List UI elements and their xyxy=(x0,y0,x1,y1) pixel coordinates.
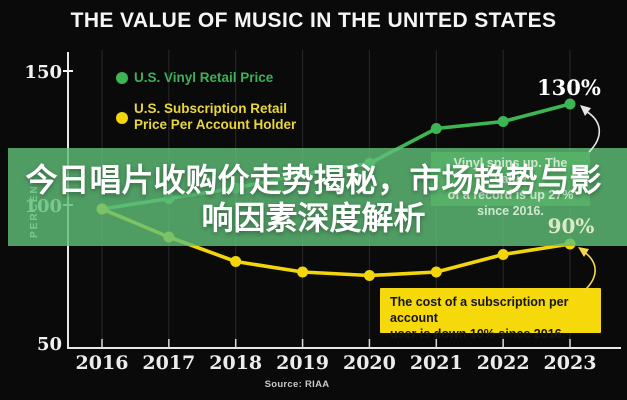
subscription-legend-line2: Price Per Account Holder xyxy=(134,117,297,132)
x-tick-label-2018: 2018 xyxy=(209,352,263,374)
vinyl-point-2021 xyxy=(430,123,442,134)
vinyl-callout-arrow-icon xyxy=(583,109,601,153)
vinyl-legend-dot-icon xyxy=(116,72,128,84)
x-tick-label-2023: 2023 xyxy=(543,352,597,374)
vinyl-annotation-line3: since 2016. xyxy=(477,204,544,218)
caption-overlay-line1: 今日唱片收购价走势揭秘，市场趋势与影 xyxy=(25,161,602,199)
subscription-point-2020 xyxy=(363,270,375,281)
x-tick-label-2022: 2022 xyxy=(476,352,530,374)
subscription-annotation-line1: The cost of a subscription per account xyxy=(390,295,569,325)
x-tick-label-2016: 2016 xyxy=(75,352,129,374)
source-credit: Source: RIAA xyxy=(264,379,330,390)
chart-title: THE VALUE OF MUSIC IN THE UNITED STATES xyxy=(70,9,557,32)
subscription-annotation-box: The cost of a subscription per account u… xyxy=(380,288,601,341)
y-tick-50: 50 xyxy=(36,334,62,355)
y-tick-150: 150 xyxy=(24,62,62,83)
subscription-callout-arrow-icon xyxy=(582,250,596,292)
subscription-end-value-label: 90% xyxy=(547,214,595,238)
vinyl-annotation-line1: Vinyl spins up. The value xyxy=(453,156,568,186)
subscription-point-2021 xyxy=(430,266,442,278)
vinyl-point-2023 xyxy=(564,98,576,110)
vinyl-annotation-box: Vinyl spins up. The value of a record is… xyxy=(431,152,590,218)
x-tick-label-2021: 2021 xyxy=(409,352,463,374)
vinyl-point-2022 xyxy=(497,116,509,127)
subscription-point-2019 xyxy=(297,266,309,278)
subscription-legend-dot-icon xyxy=(116,112,128,124)
vinyl-end-value-label: 130% xyxy=(537,75,601,100)
subscription-legend-line1: U.S. Subscription Retail xyxy=(134,101,288,116)
y-tick-dash-150 xyxy=(63,70,73,72)
vinyl-callout-arrowhead-icon xyxy=(580,105,591,116)
subscription-point-2022 xyxy=(497,249,509,260)
caption-overlay-line2: 响因素深度解析 xyxy=(201,199,426,237)
vinyl-legend-label: U.S. Vinyl Retail Price xyxy=(134,70,274,85)
x-tick-label-2020: 2020 xyxy=(342,352,396,374)
subscription-point-2018 xyxy=(230,256,242,267)
subscription-annotation-line2: user is down 10% since 2016. xyxy=(390,327,566,341)
vinyl-annotation-line2: of a record is up 27% xyxy=(447,188,574,202)
subscription-callout-arrowhead-icon xyxy=(578,247,589,257)
x-tick-label-2017: 2017 xyxy=(142,352,196,374)
x-tick-label-2019: 2019 xyxy=(276,352,329,374)
subscription-legend-label: U.S. Subscription Retail Price Per Accou… xyxy=(134,101,296,133)
